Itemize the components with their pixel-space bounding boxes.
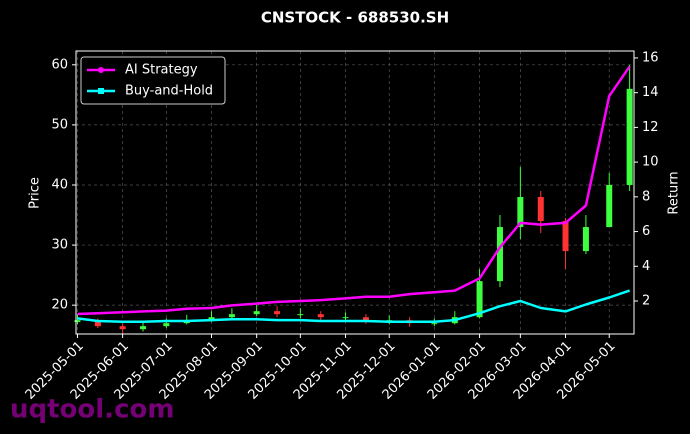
y2-axis-label: Return [667,171,682,214]
y-axis-label: Price [28,177,43,209]
legend-marker [98,67,104,73]
y2-tick-label: 2 [642,294,650,309]
candle-body [228,314,235,318]
legend: AI Strategy Buy-and-Hold [80,56,226,105]
y2-tick-label: 12 [642,120,659,135]
candle-body [517,197,524,228]
candle-body [362,317,369,321]
candle-body [582,227,589,252]
return-line [77,289,631,324]
candle-body [342,317,349,319]
legend-marker [98,88,104,94]
y2-tick-label: 16 [642,50,659,65]
candle-body [94,320,101,327]
watermark: uqtool.com [10,395,174,425]
y2-tick-label: 4 [642,259,650,274]
plot-frame [75,50,635,335]
candle-body [297,314,304,316]
y2-tick-label: 8 [642,189,650,204]
candle-body [74,320,81,322]
y-tick-label: 50 [51,117,68,132]
candle-body [119,326,126,330]
candle-body [140,326,147,330]
candle-body [431,323,438,325]
y-tick-label: 30 [51,238,68,253]
y2-tick-label: 6 [642,224,650,239]
candle-body [626,88,633,185]
y-tick-label: 20 [51,298,68,313]
candle-body [253,311,260,315]
candle-body [317,314,324,318]
candle-body [606,184,613,228]
chart-title: CNSTOCK - 688530.SH [261,9,449,27]
candle-body [274,311,281,315]
legend-label: Buy-and-Hold [125,84,213,99]
y2-tick-label: 14 [642,85,659,100]
candle-body [163,323,170,327]
candle-body [208,317,215,321]
candle-body [562,221,569,252]
candle-body [476,281,483,318]
y-tick-label: 60 [51,57,68,72]
legend-label: AI Strategy [125,63,198,78]
y2-tick-label: 10 [642,155,659,170]
plot-area [74,51,634,334]
candle-body [537,197,544,222]
y-tick-label: 40 [51,177,68,192]
return-line [77,65,631,316]
legend-box [80,56,226,105]
candle-body [496,227,503,282]
